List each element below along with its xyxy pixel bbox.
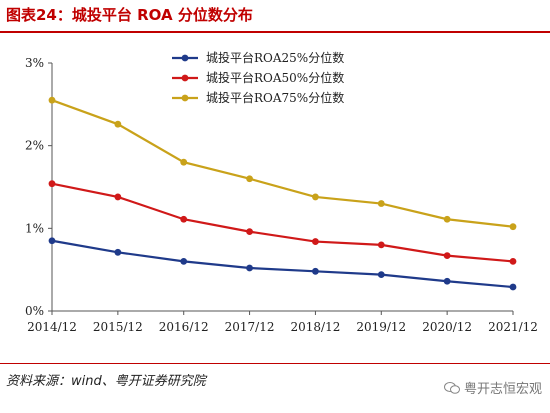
data-point	[114, 193, 122, 201]
series-1	[48, 237, 517, 291]
data-point	[180, 258, 188, 265]
data-point	[443, 215, 451, 223]
series-layer	[48, 96, 517, 291]
data-point	[312, 238, 319, 245]
data-point	[377, 200, 385, 207]
data-point	[377, 241, 385, 249]
x-tick-label: 2015/12	[93, 320, 143, 334]
chart-title: 图表24：城投平台 ROA 分位数分布	[6, 6, 253, 24]
watermark-text: 粤开志恒宏观	[463, 382, 542, 397]
data-point	[246, 175, 253, 183]
y-tick-label: 2%	[25, 139, 44, 153]
series-line	[51, 182, 514, 263]
x-tick-label: 2014/12	[27, 320, 77, 334]
legend-marker	[181, 54, 189, 62]
line-chart: 0% 1% 2% 3% 2014/12 2015/12 2016/12 2017/12 2018…	[25, 50, 538, 334]
series-line	[51, 239, 514, 289]
title-divider	[0, 31, 550, 33]
source-note: 资料来源：wind、粤开证券研究院	[6, 374, 206, 389]
data-point	[509, 223, 517, 231]
legend-marker	[181, 74, 189, 82]
data-point	[443, 277, 451, 285]
source-divider	[0, 363, 550, 364]
x-tick-label: 2019/12	[356, 320, 406, 334]
series-3	[48, 96, 517, 231]
data-point	[246, 264, 253, 272]
legend-label: 城投平台ROA25%分位数	[206, 50, 344, 65]
legend-marker	[181, 94, 189, 102]
data-point	[48, 96, 56, 104]
legend-label: 城投平台ROA75%分位数	[206, 90, 344, 105]
x-tick-label: 2018/12	[290, 320, 340, 334]
data-point	[48, 237, 56, 245]
y-tick-label: 1%	[25, 221, 44, 235]
y-tick-label: 3%	[25, 56, 44, 70]
y-tick-label: 0%	[25, 304, 44, 318]
x-tick-label: 2021/12	[488, 320, 538, 334]
x-tick-label: 2020/12	[422, 320, 472, 334]
data-point	[114, 248, 122, 256]
data-point	[312, 267, 319, 275]
data-point	[312, 193, 319, 201]
data-point	[509, 258, 517, 265]
watermark: 粤开志恒宏观	[443, 378, 542, 397]
data-point	[48, 180, 56, 188]
data-point	[443, 252, 451, 260]
data-point	[114, 120, 122, 128]
data-point	[509, 283, 517, 291]
series-2	[48, 180, 517, 265]
series-line	[51, 99, 514, 228]
chart-axes: 0% 1% 2% 3% 2014/12 2015/12 2016/12 2017/12 2018…	[25, 56, 538, 334]
data-point	[180, 215, 188, 223]
legend-label: 城投平台ROA50%分位数	[206, 70, 344, 85]
wechat-icon	[443, 381, 460, 394]
x-tick-label: 2017/12	[225, 320, 275, 334]
data-point	[377, 271, 385, 279]
data-point	[180, 158, 188, 166]
x-tick-label: 2016/12	[159, 320, 209, 334]
data-point	[246, 228, 253, 236]
